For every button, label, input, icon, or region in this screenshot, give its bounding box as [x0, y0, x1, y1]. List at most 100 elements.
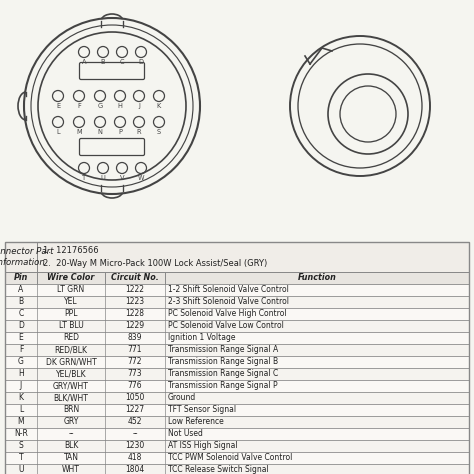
- Text: T: T: [18, 454, 23, 463]
- Text: R: R: [137, 129, 141, 135]
- Bar: [5, 380, 469, 392]
- Text: BRN: BRN: [63, 405, 79, 414]
- Text: U: U: [100, 175, 105, 181]
- Text: F: F: [19, 346, 23, 355]
- Text: Circuit No.: Circuit No.: [111, 273, 159, 283]
- Text: Transmission Range Signal A: Transmission Range Signal A: [168, 346, 278, 355]
- Text: D: D: [18, 321, 24, 330]
- Bar: [5, 308, 469, 320]
- Text: H: H: [118, 103, 122, 109]
- Text: 773: 773: [128, 370, 142, 379]
- Text: TCC Release Switch Signal: TCC Release Switch Signal: [168, 465, 269, 474]
- Text: S: S: [157, 129, 161, 135]
- Text: Transmission Range Signal C: Transmission Range Signal C: [168, 370, 278, 379]
- Text: 771: 771: [128, 346, 142, 355]
- Text: 776: 776: [128, 382, 142, 391]
- Bar: [5, 428, 469, 440]
- Text: LT GRN: LT GRN: [57, 285, 85, 294]
- Text: YEL: YEL: [64, 298, 78, 307]
- Bar: [5, 368, 469, 380]
- Text: --: --: [132, 429, 138, 438]
- Text: DK GRN/WHT: DK GRN/WHT: [46, 357, 96, 366]
- Text: Transmission Range Signal P: Transmission Range Signal P: [168, 382, 278, 391]
- Text: BLK: BLK: [64, 441, 78, 450]
- Text: M: M: [76, 129, 82, 135]
- Text: --: --: [68, 429, 74, 438]
- Text: J: J: [138, 103, 140, 109]
- Text: Not Used: Not Used: [168, 429, 203, 438]
- Text: B: B: [18, 298, 24, 307]
- Text: P: P: [118, 129, 122, 135]
- Text: 1230: 1230: [126, 441, 145, 450]
- Text: W: W: [138, 175, 144, 181]
- Text: 1050: 1050: [125, 393, 145, 402]
- Bar: [5, 344, 469, 356]
- Bar: [5, 296, 469, 308]
- Bar: [5, 320, 469, 332]
- Text: BLK/WHT: BLK/WHT: [54, 393, 89, 402]
- Text: S: S: [18, 441, 23, 450]
- Text: K: K: [157, 103, 161, 109]
- Text: L: L: [19, 405, 23, 414]
- Bar: [5, 452, 469, 464]
- Bar: [5, 464, 469, 474]
- Text: GRY: GRY: [64, 418, 79, 427]
- Text: WHT: WHT: [62, 465, 80, 474]
- Text: Ground: Ground: [168, 393, 196, 402]
- Text: Ignition 1 Voltage: Ignition 1 Voltage: [168, 334, 236, 343]
- Text: E: E: [56, 103, 60, 109]
- Text: F: F: [77, 103, 81, 109]
- Text: 1804: 1804: [126, 465, 145, 474]
- Bar: [5, 242, 469, 272]
- Text: GRY/WHT: GRY/WHT: [53, 382, 89, 391]
- Bar: [5, 392, 469, 404]
- Text: B: B: [101, 59, 105, 65]
- Text: N-R: N-R: [14, 429, 28, 438]
- Text: J: J: [20, 382, 22, 391]
- Text: 1222: 1222: [126, 285, 145, 294]
- Bar: [5, 356, 469, 368]
- Text: RED: RED: [63, 334, 79, 343]
- Text: T: T: [82, 175, 86, 181]
- Text: C: C: [120, 59, 124, 65]
- Text: 1228: 1228: [126, 310, 145, 319]
- Text: RED/BLK: RED/BLK: [55, 346, 88, 355]
- Text: TCC PWM Solenoid Valve Control: TCC PWM Solenoid Valve Control: [168, 454, 292, 463]
- Text: E: E: [18, 334, 23, 343]
- Text: TAN: TAN: [64, 454, 79, 463]
- Text: M: M: [18, 418, 24, 427]
- Text: 1-2 Shift Solenoid Valve Control: 1-2 Shift Solenoid Valve Control: [168, 285, 289, 294]
- Bar: [5, 416, 469, 428]
- Bar: [5, 272, 469, 284]
- Text: N: N: [98, 129, 102, 135]
- Text: U: U: [18, 465, 24, 474]
- Text: 1.  12176566: 1. 12176566: [43, 246, 99, 255]
- Text: D: D: [138, 59, 144, 65]
- Text: Wire Color: Wire Color: [47, 273, 95, 283]
- Text: PC Solenoid Valve High Control: PC Solenoid Valve High Control: [168, 310, 287, 319]
- Text: LT BLU: LT BLU: [59, 321, 83, 330]
- Text: Low Reference: Low Reference: [168, 418, 224, 427]
- Text: 772: 772: [128, 357, 142, 366]
- Text: A: A: [82, 59, 86, 65]
- Text: 452: 452: [128, 418, 142, 427]
- Bar: [5, 242, 469, 474]
- Text: A: A: [18, 285, 24, 294]
- Text: 1229: 1229: [126, 321, 145, 330]
- Text: 1223: 1223: [126, 298, 145, 307]
- Text: YEL/BLK: YEL/BLK: [55, 370, 86, 379]
- Text: 2.  20-Way M Micro-Pack 100W Lock Assist/Seal (GRY): 2. 20-Way M Micro-Pack 100W Lock Assist/…: [43, 258, 267, 267]
- Text: 418: 418: [128, 454, 142, 463]
- Text: 2-3 Shift Solenoid Valve Control: 2-3 Shift Solenoid Valve Control: [168, 298, 289, 307]
- Text: V: V: [120, 175, 124, 181]
- Text: PC Solenoid Valve Low Control: PC Solenoid Valve Low Control: [168, 321, 284, 330]
- Bar: [5, 404, 469, 416]
- Text: H: H: [18, 370, 24, 379]
- Text: TFT Sensor Signal: TFT Sensor Signal: [168, 405, 236, 414]
- Text: 839: 839: [128, 334, 142, 343]
- Bar: [5, 332, 469, 344]
- Text: AT ISS High Signal: AT ISS High Signal: [168, 441, 237, 450]
- Text: K: K: [18, 393, 24, 402]
- Text: Pin: Pin: [14, 273, 28, 283]
- Text: PPL: PPL: [64, 310, 78, 319]
